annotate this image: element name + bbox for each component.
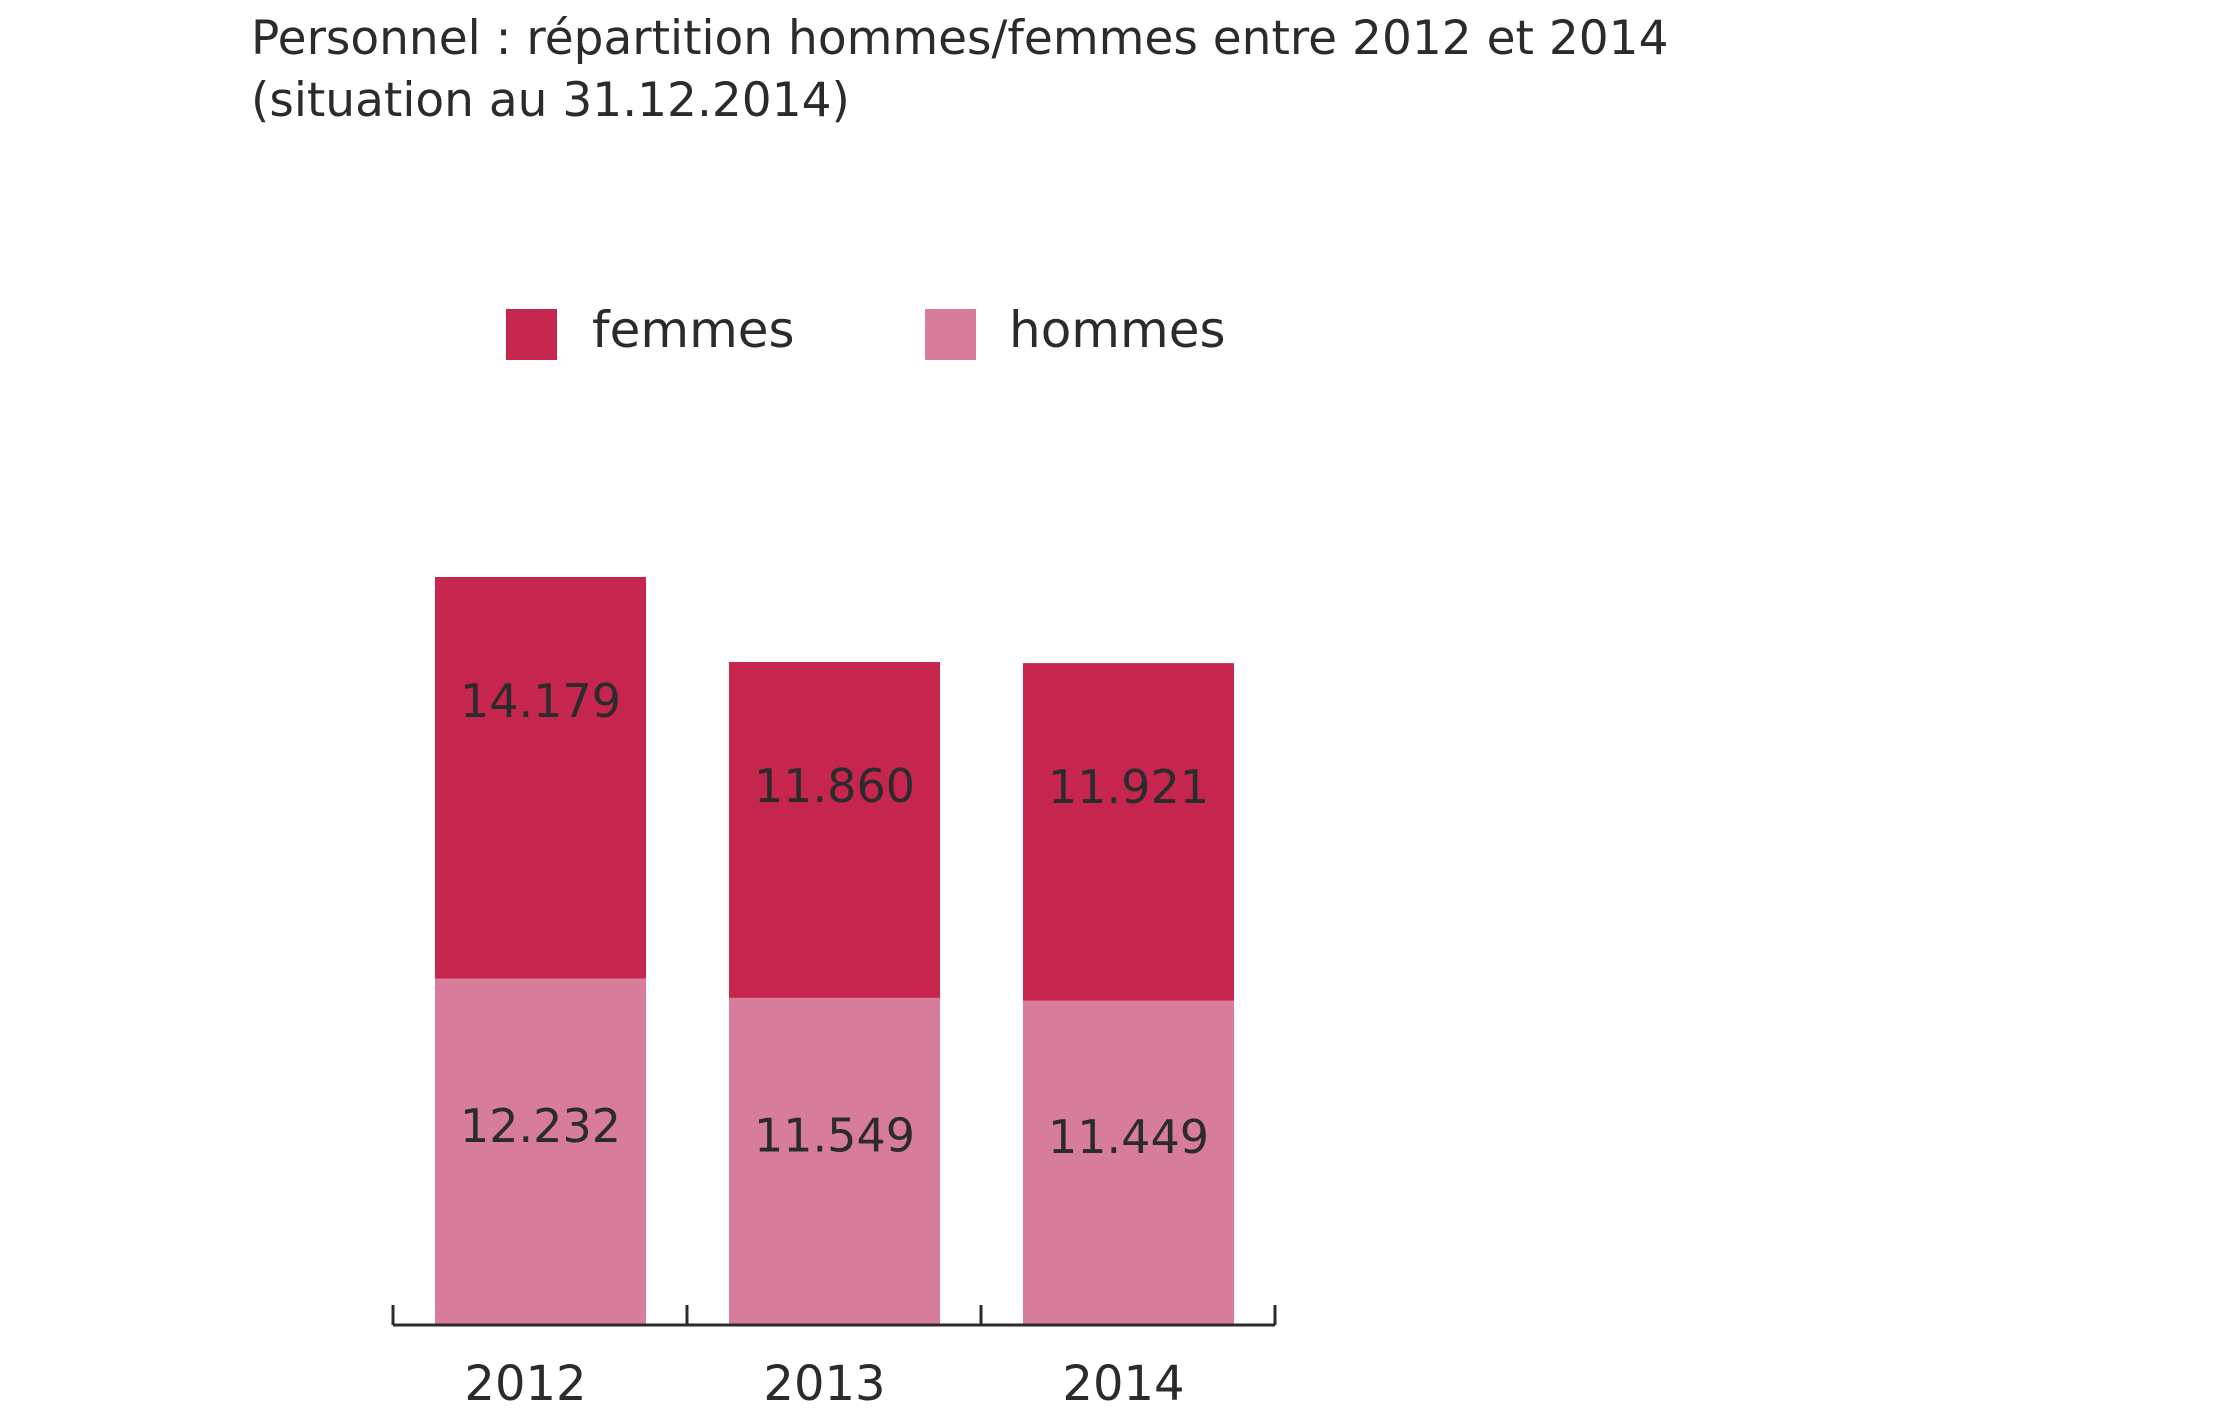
x-tick-label-2013: 2013 xyxy=(763,1356,885,1408)
legend-swatch-hommes xyxy=(925,309,976,360)
value-label-femmes-2014: 11.921 xyxy=(1048,760,1209,814)
x-tick-label-2012: 2012 xyxy=(464,1356,586,1408)
x-axis: 2012 2013 2014 xyxy=(391,1305,1277,1408)
bar-hommes-2013 xyxy=(729,997,940,1325)
chart-subtitle: (situation au 31.12.2014) xyxy=(251,73,850,128)
value-label-hommes-2014: 11.449 xyxy=(1048,1110,1209,1164)
bar-femmes-2012 xyxy=(435,577,646,979)
value-label-femmes-2013: 11.860 xyxy=(754,759,915,813)
chart-title: Personnel : répartition hommes/femmes en… xyxy=(251,11,1669,66)
legend-label-femmes: femmes xyxy=(592,301,795,359)
x-tick-label-2014: 2014 xyxy=(1062,1356,1184,1408)
legend-label-hommes: hommes xyxy=(1009,301,1226,359)
bar-femmes-2013 xyxy=(729,662,940,998)
value-label-hommes-2012: 12.232 xyxy=(460,1099,621,1153)
legend-swatch-femmes xyxy=(506,309,557,360)
bar-femmes-2014 xyxy=(1023,663,1234,1001)
legend: femmes hommes xyxy=(506,301,1226,360)
bar-hommes-2014 xyxy=(1023,1000,1234,1325)
bars-group: 12.232 14.179 11.549 11.860 11.449 11.921 xyxy=(435,577,1234,1325)
bar-hommes-2012 xyxy=(435,978,646,1325)
value-label-hommes-2013: 11.549 xyxy=(754,1108,915,1162)
value-label-femmes-2012: 14.179 xyxy=(460,674,621,728)
chart-title-block: Personnel : répartition hommes/femmes en… xyxy=(251,8,1668,132)
